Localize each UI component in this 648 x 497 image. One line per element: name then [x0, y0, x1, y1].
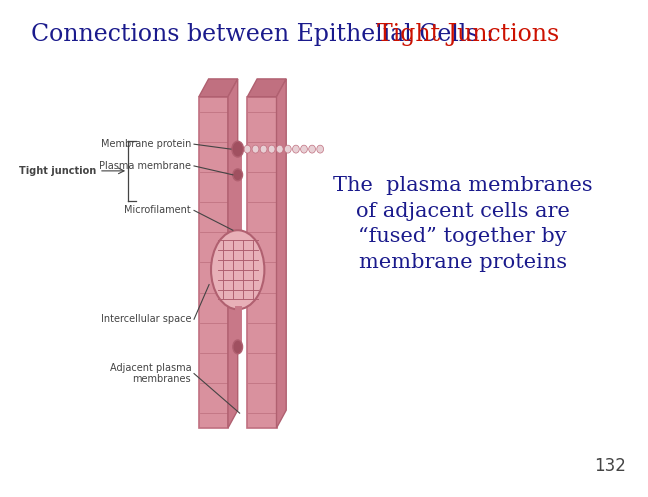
Polygon shape	[228, 79, 238, 428]
Ellipse shape	[292, 145, 299, 153]
Ellipse shape	[233, 169, 242, 181]
Text: Tight junction: Tight junction	[19, 166, 96, 176]
Ellipse shape	[233, 340, 242, 354]
Bar	[199, 97, 228, 428]
Ellipse shape	[284, 145, 291, 153]
Text: Adjacent plasma
membranes: Adjacent plasma membranes	[110, 363, 191, 384]
Polygon shape	[277, 79, 286, 428]
Bar	[248, 97, 277, 428]
Text: Membrane protein: Membrane protein	[100, 139, 191, 149]
Ellipse shape	[211, 230, 264, 309]
Polygon shape	[248, 79, 286, 97]
Ellipse shape	[276, 145, 283, 153]
Text: Tight Junctions: Tight Junctions	[377, 23, 559, 46]
Ellipse shape	[301, 145, 307, 153]
Ellipse shape	[232, 141, 244, 157]
Ellipse shape	[317, 145, 323, 153]
Text: Connections between Epithelial Cells :: Connections between Epithelial Cells :	[31, 23, 502, 46]
Ellipse shape	[244, 145, 251, 153]
Text: Microfilament: Microfilament	[124, 205, 191, 215]
Text: Intercellular space: Intercellular space	[100, 314, 191, 324]
Text: The  plasma membranes
of adjacent cells are
“fused” together by
membrane protein: The plasma membranes of adjacent cells a…	[333, 176, 593, 272]
Ellipse shape	[268, 145, 275, 153]
Ellipse shape	[252, 145, 259, 153]
Ellipse shape	[260, 145, 267, 153]
Text: Plasma membrane: Plasma membrane	[99, 161, 191, 171]
Ellipse shape	[308, 145, 316, 153]
Polygon shape	[199, 79, 238, 97]
Text: 132: 132	[594, 457, 626, 476]
